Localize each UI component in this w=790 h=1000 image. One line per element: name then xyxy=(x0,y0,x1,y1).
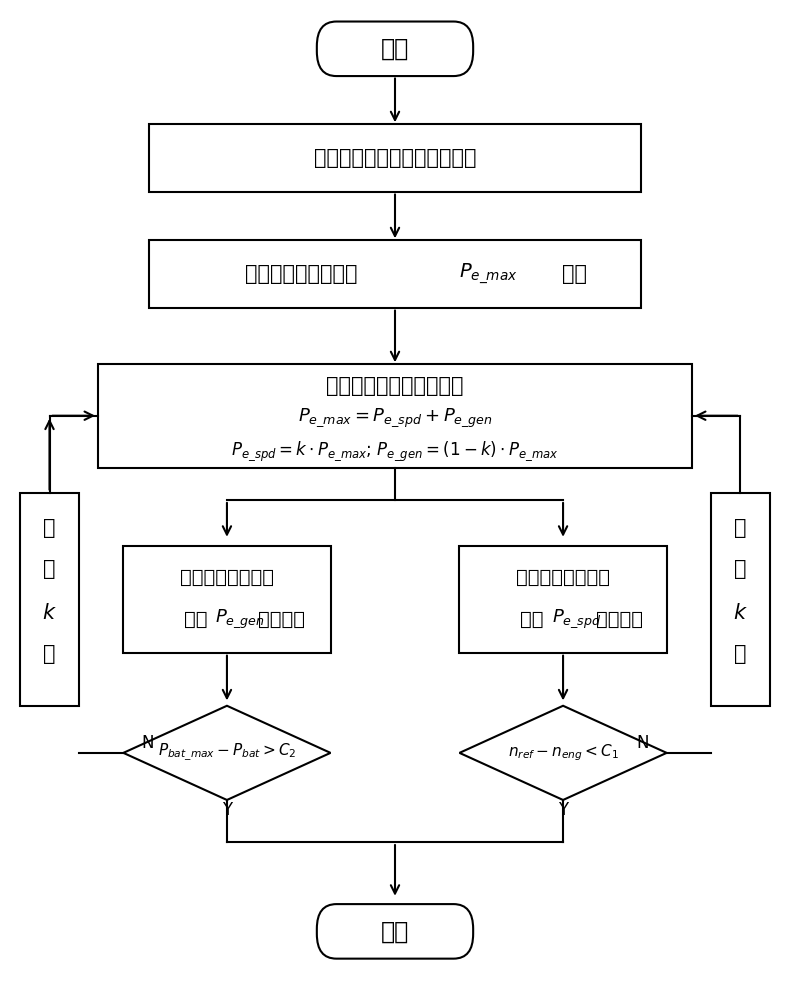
Text: N: N xyxy=(637,734,649,752)
Text: 大: 大 xyxy=(734,559,747,579)
Text: $P_{e\_max}=P_{e\_spd}+P_{e\_gen}$: $P_{e\_max}=P_{e\_spd}+P_{e\_gen}$ xyxy=(298,406,492,429)
Text: 发电功率与调速功率分配: 发电功率与调速功率分配 xyxy=(326,376,464,396)
Text: $P_{e\_spd}=k\cdot P_{e\_max}$; $P_{e\_gen}=(1-k)\cdot P_{e\_max}$: $P_{e\_spd}=k\cdot P_{e\_max}$; $P_{e\_g… xyxy=(231,440,559,463)
Text: $P_{bat\_max}-P_{bat}>C_2$: $P_{bat\_max}-P_{bat}>C_2$ xyxy=(158,742,296,763)
Bar xyxy=(149,124,641,192)
Bar xyxy=(98,364,692,468)
Text: N: N xyxy=(141,734,153,752)
Text: 值: 值 xyxy=(43,644,56,664)
Polygon shape xyxy=(460,706,667,800)
Text: 功率: 功率 xyxy=(184,609,208,629)
Bar xyxy=(149,240,641,308)
Bar xyxy=(460,546,667,653)
Text: 小: 小 xyxy=(43,559,56,579)
Text: 发动机发电机组以: 发动机发电机组以 xyxy=(180,568,274,587)
Bar xyxy=(21,493,79,706)
Bar xyxy=(711,493,769,706)
Text: 进行发电: 进行发电 xyxy=(258,609,305,629)
Text: 发动机发电机组调速指令获取: 发动机发电机组调速指令获取 xyxy=(314,148,476,168)
Text: $P_{e\_gen}$: $P_{e\_gen}$ xyxy=(216,608,265,630)
Text: $k$: $k$ xyxy=(733,603,748,623)
Text: 进行调速: 进行调速 xyxy=(596,609,643,629)
FancyBboxPatch shape xyxy=(317,904,473,959)
Text: 增: 增 xyxy=(734,518,747,538)
Bar xyxy=(123,546,330,653)
Text: 功率: 功率 xyxy=(520,609,544,629)
Text: 减: 减 xyxy=(43,518,56,538)
Text: $k$: $k$ xyxy=(42,603,57,623)
Text: 确定: 确定 xyxy=(562,264,587,284)
Text: $n_{ref}-n_{eng}<C_1$: $n_{ref}-n_{eng}<C_1$ xyxy=(508,743,619,763)
Text: $P_{e\_spd}$: $P_{e\_spd}$ xyxy=(552,608,602,630)
Text: 开始: 开始 xyxy=(381,37,409,61)
Text: Y: Y xyxy=(222,801,232,819)
Text: 输出: 输出 xyxy=(381,919,409,943)
Text: 值: 值 xyxy=(734,644,747,664)
Text: Y: Y xyxy=(558,801,568,819)
Text: 发动机最大输出功率: 发动机最大输出功率 xyxy=(245,264,357,284)
Text: $P_{e\_max}$: $P_{e\_max}$ xyxy=(460,262,518,286)
FancyBboxPatch shape xyxy=(317,22,473,76)
Text: 发动机发电机组以: 发动机发电机组以 xyxy=(516,568,610,587)
Polygon shape xyxy=(123,706,330,800)
